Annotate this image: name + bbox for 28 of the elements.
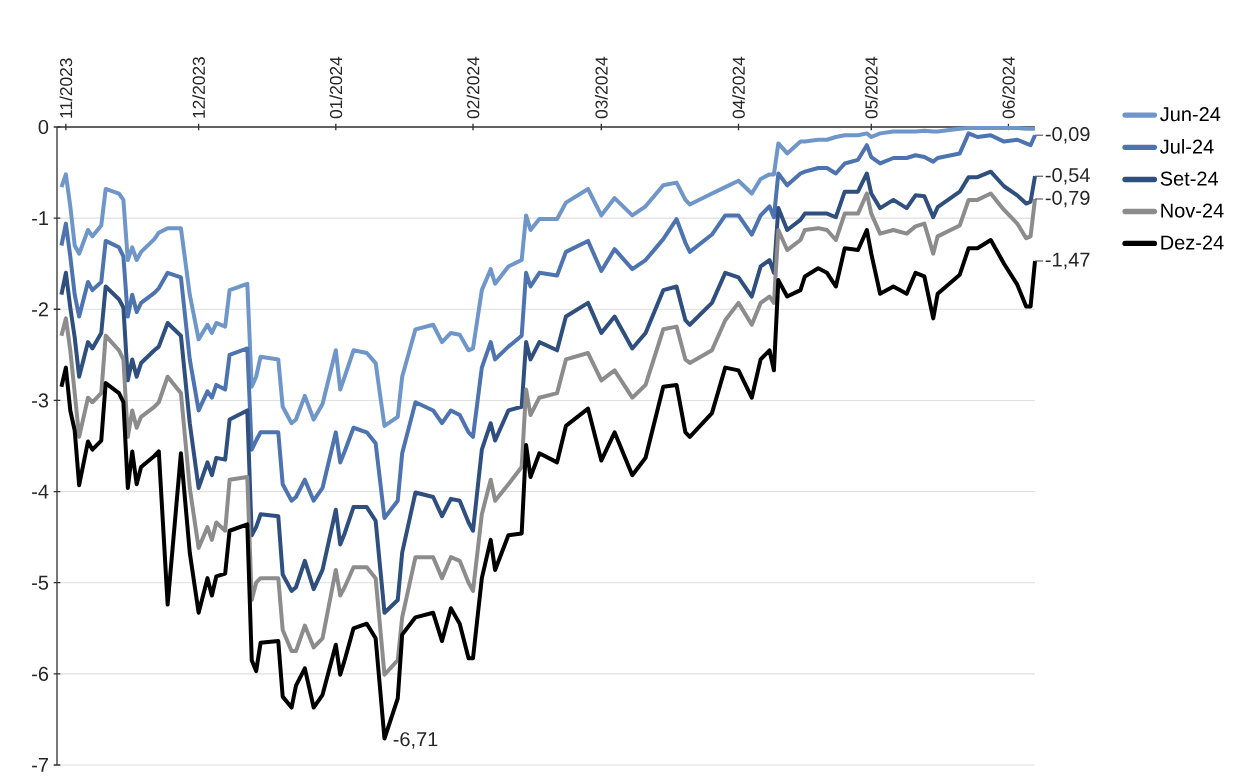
legend-label: Nov-24 <box>1161 203 1224 218</box>
annotation: -0,09 <box>1045 126 1090 144</box>
line-series <box>59 191 1037 677</box>
x-tick-label: 12/2023 <box>192 57 205 118</box>
legend-label: Jul-24 <box>1160 139 1214 154</box>
x-tick-label: 11/2023 <box>59 58 73 118</box>
annotation: -0,79 <box>1045 190 1090 208</box>
line-series <box>59 131 1037 520</box>
y-tick-label: -7 <box>32 758 48 772</box>
x-tick-label: 02/2024 <box>466 56 480 119</box>
x-tick-label: 05/2024 <box>864 56 878 119</box>
x-tick-label: 03/2024 <box>594 56 608 119</box>
y-tick-label: 0 <box>38 119 49 135</box>
legend-label: Set-24 <box>1160 171 1219 186</box>
annotation: -0,54 <box>1045 167 1090 185</box>
annotation: -6,71 <box>393 732 438 749</box>
y-tick-label: -1 <box>32 211 48 226</box>
annotation: -1,47 <box>1045 252 1090 270</box>
x-tick-label: 06/2024 <box>1002 56 1015 119</box>
y-tick-label: -3 <box>32 393 49 408</box>
y-tick-label: -5 <box>32 575 49 590</box>
legend-label: Dez-24 <box>1161 235 1224 250</box>
y-tick-label: -4 <box>32 484 49 499</box>
legend-label: Jun-24 <box>1160 107 1221 122</box>
x-tick-label: 01/2024 <box>329 56 343 119</box>
y-tick-label: -2 <box>32 302 48 317</box>
x-tick-label: 04/2024 <box>732 56 745 119</box>
y-tick-label: -6 <box>32 666 49 681</box>
